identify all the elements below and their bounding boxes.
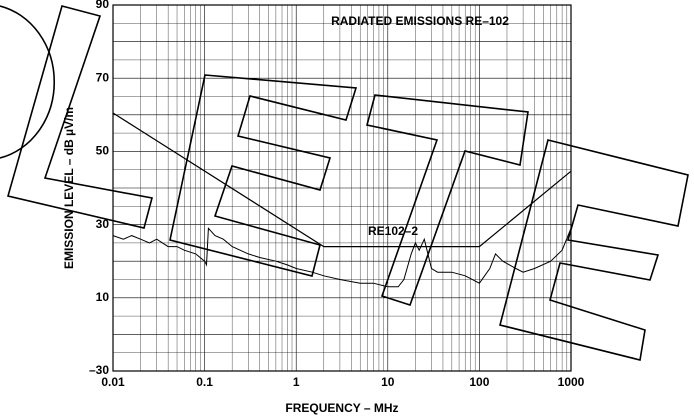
watermark-shape: [366, 94, 529, 306]
y-tick-label: 10: [96, 290, 110, 304]
annotation: RE102–2: [368, 224, 418, 238]
x-tick-label: 100: [469, 375, 489, 389]
watermark-shape: [169, 74, 358, 277]
x-tick-label: 1000: [558, 375, 585, 389]
series-line: [112, 112, 572, 248]
series-line: [112, 227, 572, 288]
chart-title: RADIATED EMISSIONS RE–102: [331, 14, 509, 28]
watermark-shape: [499, 139, 689, 361]
y-tick-label: 30: [96, 217, 110, 231]
watermark-shape: [0, 5, 55, 159]
x-axis-label: FREQUENCY – MHz: [285, 401, 398, 415]
x-tick-label: 10: [381, 375, 395, 389]
watermark-shape: [7, 5, 153, 229]
x-tick-label: 1: [293, 375, 300, 389]
x-tick-label: 0.1: [196, 375, 213, 389]
y-tick-label: 50: [96, 144, 110, 158]
y-tick-label: –30: [89, 363, 109, 377]
y-tick-label: 90: [96, 0, 110, 11]
y-tick-label: 70: [96, 70, 110, 84]
watermark: [0, 5, 689, 361]
y-axis-label: EMISSION LEVEL – dB µV/m: [62, 107, 76, 269]
x-tick-label: 0.01: [101, 375, 125, 389]
